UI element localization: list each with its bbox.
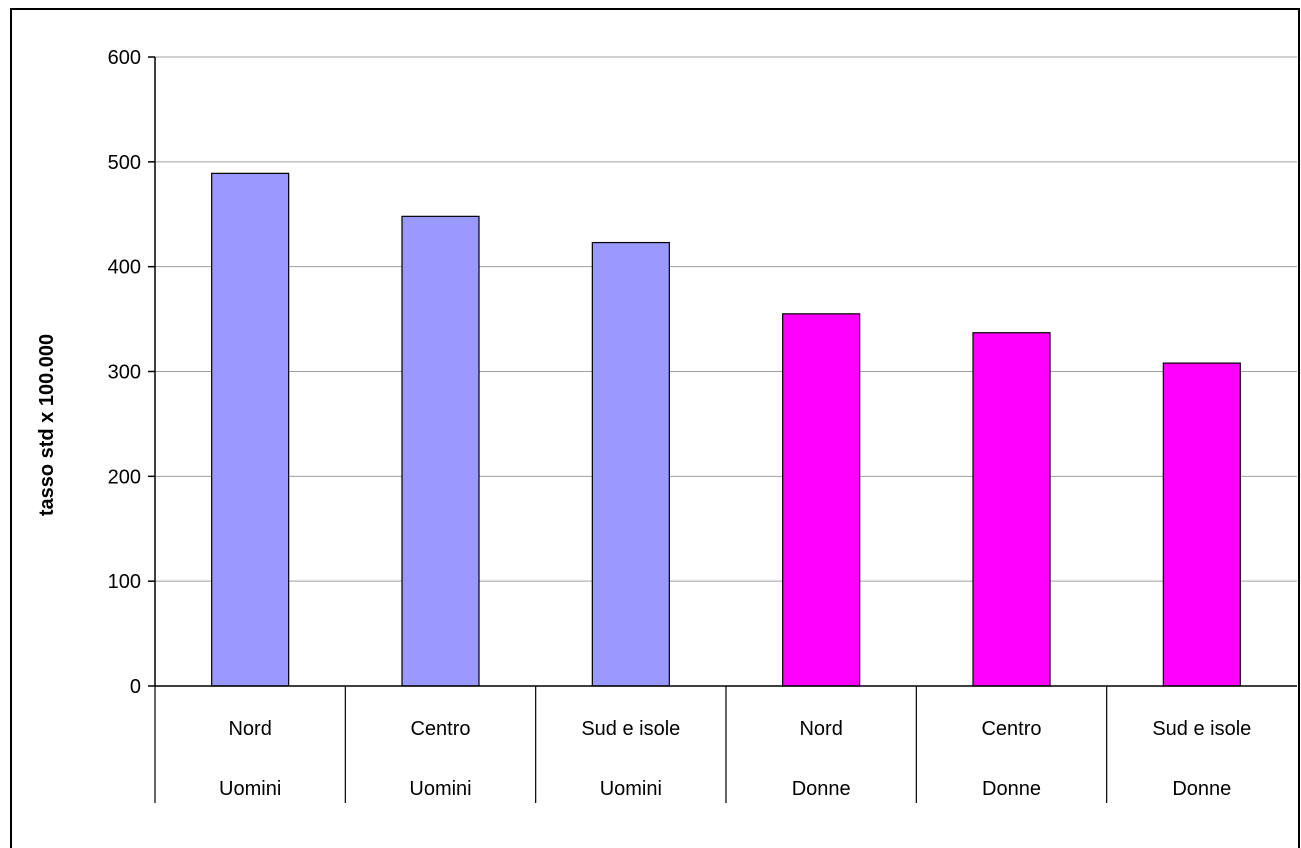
- category-region-label: Nord: [799, 718, 842, 740]
- category-group-label: Uomini: [409, 778, 471, 800]
- bar: [972, 332, 1051, 687]
- y-tick-label: 400: [108, 257, 141, 279]
- y-tick-label: 200: [108, 466, 141, 488]
- category-region-label: Centro: [410, 718, 470, 740]
- category-group-label: Donne: [792, 778, 851, 800]
- bar-chart: 0 100 200 300 400 500 600 Nord Uomini Centro Uomi…: [36, 47, 1297, 803]
- x-category-labels: Nord Uomini Centro Uomini Sud e isole Uomini N…: [219, 718, 1251, 800]
- y-tick-label: 100: [108, 571, 141, 593]
- y-tick-label: 600: [108, 47, 141, 69]
- y-tick-label: 500: [108, 152, 141, 174]
- bar: [782, 313, 861, 687]
- y-tick-label: 300: [108, 362, 141, 384]
- axes: [148, 56, 1297, 803]
- y-tick-label: 0: [130, 676, 141, 698]
- category-region-label: Sud e isole: [581, 718, 680, 740]
- category-group-label: Uomini: [600, 778, 662, 800]
- y-tick-labels: 0 100 200 300 400 500 600: [108, 47, 141, 698]
- category-region-label: Sud e isole: [1152, 718, 1251, 740]
- category-group-label: Donne: [982, 778, 1041, 800]
- chart-frame: [10, 8, 1300, 848]
- category-region-label: Nord: [228, 718, 271, 740]
- bar: [1162, 362, 1241, 687]
- bars: [211, 172, 1241, 687]
- category-group-label: Donne: [1172, 778, 1231, 800]
- bar: [591, 241, 670, 687]
- y-axis-label: tasso std x 100.000: [36, 334, 58, 516]
- category-region-label: Centro: [981, 718, 1041, 740]
- bar: [211, 172, 290, 687]
- gridlines: [155, 56, 1297, 582]
- bar: [401, 215, 480, 687]
- category-group-label: Uomini: [219, 778, 281, 800]
